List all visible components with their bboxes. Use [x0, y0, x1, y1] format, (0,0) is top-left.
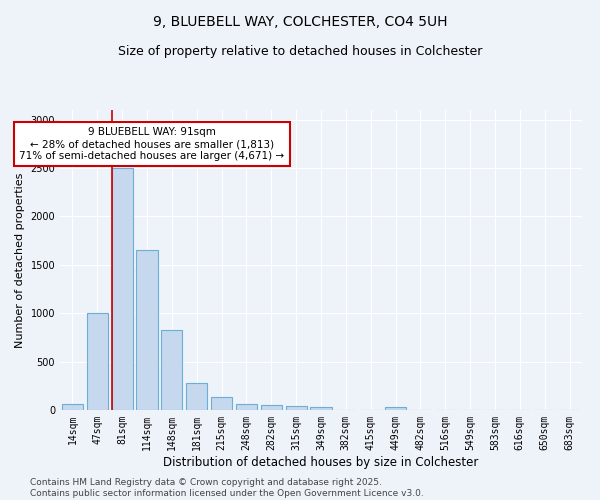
Bar: [186, 383, 207, 410]
X-axis label: Distribution of detached houses by size in Colchester: Distribution of detached houses by size …: [163, 456, 479, 468]
Bar: [261, 404, 282, 410]
Bar: [236, 404, 257, 410]
Bar: [87, 313, 108, 410]
Bar: [62, 404, 83, 410]
Bar: [112, 168, 133, 410]
Text: 9 BLUEBELL WAY: 91sqm
← 28% of detached houses are smaller (1,813)
71% of semi-d: 9 BLUEBELL WAY: 91sqm ← 28% of detached …: [19, 128, 284, 160]
Bar: [385, 408, 406, 410]
Bar: [161, 330, 182, 410]
Bar: [286, 406, 307, 410]
Bar: [310, 406, 332, 410]
Text: Contains HM Land Registry data © Crown copyright and database right 2025.
Contai: Contains HM Land Registry data © Crown c…: [30, 478, 424, 498]
Text: Size of property relative to detached houses in Colchester: Size of property relative to detached ho…: [118, 45, 482, 58]
Text: 9, BLUEBELL WAY, COLCHESTER, CO4 5UH: 9, BLUEBELL WAY, COLCHESTER, CO4 5UH: [153, 15, 447, 29]
Y-axis label: Number of detached properties: Number of detached properties: [15, 172, 25, 348]
Bar: [211, 397, 232, 410]
Bar: [136, 250, 158, 410]
